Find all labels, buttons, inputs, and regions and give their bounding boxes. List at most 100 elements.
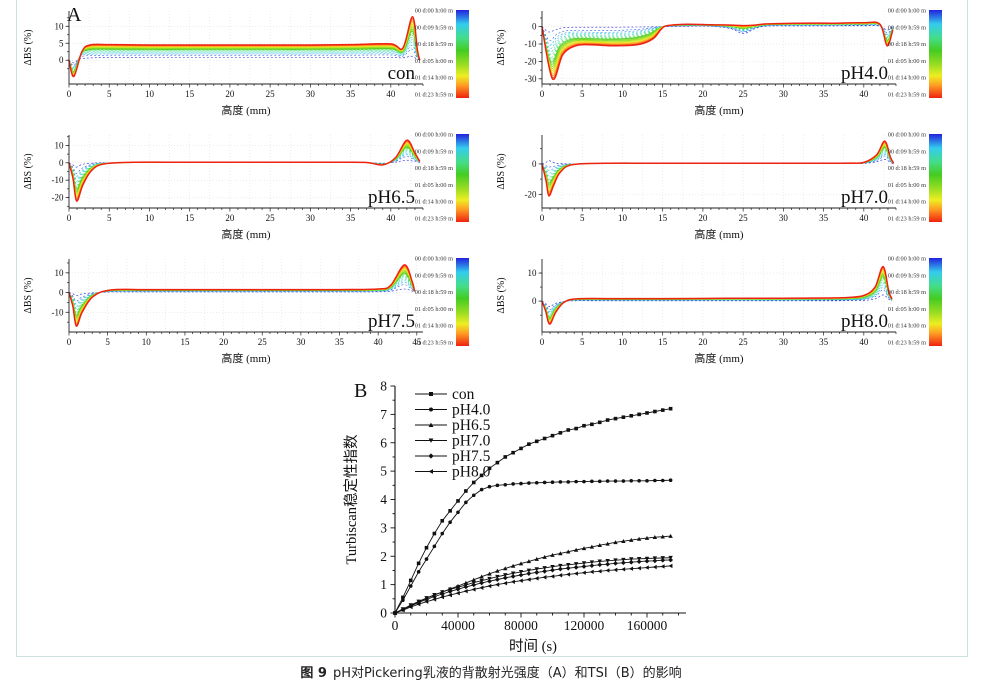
x-tick-label: 5 <box>580 89 585 99</box>
x-tick-label: 20 <box>698 213 708 223</box>
marker-triangle-down <box>495 574 500 579</box>
chart-ph75: 0 5 10 15 20 25 30 35 40 45 10 0 -10 高度 (mm) ΔBS (%) pH… <box>23 256 469 365</box>
marker-triangle-up <box>613 540 618 545</box>
marker-triangle-left <box>566 572 571 577</box>
marker-diamond <box>526 571 532 576</box>
ticks <box>390 385 679 618</box>
marker-triangle-up <box>636 536 642 541</box>
colorbar-time-label: 00 d:09 h:59 m <box>415 24 453 31</box>
series-markers-pH7.5 <box>392 557 674 616</box>
x-tick-label: 0 <box>67 213 72 223</box>
x-tick-label: 0 <box>540 213 545 223</box>
marker-diamond <box>550 567 555 573</box>
y-tick-label: 1 <box>380 577 387 592</box>
x-axis-label: 高度 (mm) <box>221 103 271 117</box>
marker-diamond <box>510 573 516 579</box>
y-tick-label: 0 <box>380 606 387 621</box>
colorbar-time-label: 01 d:14 h:00 m <box>888 323 926 330</box>
x-tick-label: 15 <box>185 213 195 223</box>
x-tick-label: 40 <box>386 213 396 223</box>
marker-square <box>416 561 421 566</box>
marker-triangle-down <box>581 561 587 566</box>
panel-title: pH7.5 <box>368 311 415 332</box>
x-tick-label: 0 <box>540 337 545 347</box>
marker-triangle-left <box>652 564 657 570</box>
colorbar-time-label: 00 d:18 h:59 m <box>415 289 453 296</box>
colorbar-time-label: 01 d:05 h:00 m <box>415 182 453 189</box>
legend-label: con <box>452 386 475 403</box>
colorbar-time-label: 00 d:00 h:00 m <box>415 256 453 263</box>
x-tick-label: 5 <box>580 213 585 223</box>
marker-circle <box>558 480 563 484</box>
marker-triangle-left <box>471 587 476 592</box>
colorbar-time-label: 01 d:23 h:59 m <box>888 92 926 99</box>
marker-triangle-left <box>518 578 523 583</box>
y-tick-label: -20 <box>52 193 64 203</box>
tsi-series <box>392 406 674 616</box>
section-a-label: A <box>67 4 82 26</box>
marker-diamond <box>668 557 674 563</box>
marker-circle <box>582 479 586 484</box>
marker-triangle-down <box>621 557 626 562</box>
marker-triangle-left <box>455 590 460 596</box>
marker-triangle-left <box>424 599 429 604</box>
marker-circle <box>519 481 523 486</box>
colorbar-time-label: 00 d:00 h:00 m <box>415 8 453 15</box>
colorbar-time-label: 00 d:18 h:59 m <box>415 41 453 48</box>
marker-triangle-left <box>447 592 452 598</box>
marker-triangle-left <box>573 571 578 576</box>
y-tick-label: 7 <box>380 407 387 422</box>
marker-diamond <box>439 591 445 597</box>
marker-circle <box>487 484 492 489</box>
y-axis-label: Turbiscan稳定性指数 <box>343 434 360 564</box>
series-markers-pH4.0 <box>393 478 673 615</box>
scan-curves <box>68 139 421 202</box>
y-tick-label: -30 <box>525 74 537 84</box>
marker-triangle-left <box>400 607 405 613</box>
colorbar-time-label: 01 d:05 h:00 m <box>888 306 926 313</box>
ticks <box>65 136 424 212</box>
marker-circle <box>495 483 500 488</box>
series-markers-pH8.0 <box>392 563 673 616</box>
marker-square <box>582 423 586 428</box>
panel-title: pH8.0 <box>841 311 888 332</box>
marker-triangle-left <box>636 565 641 571</box>
marker-circle <box>637 478 641 483</box>
marker-square <box>440 518 445 523</box>
x-tick-label: 120000 <box>564 618 605 633</box>
x-axis-label: 高度 (mm) <box>694 351 744 365</box>
y-tick-label: 5 <box>59 38 64 48</box>
marker-triangle-left <box>510 579 515 584</box>
x-tick-label: 20 <box>225 213 235 223</box>
colorbar-time-label: 01 d:05 h:00 m <box>888 182 926 189</box>
marker-circle <box>440 531 445 536</box>
marker-triangle-left <box>503 581 508 586</box>
x-tick-label: 35 <box>346 89 356 99</box>
x-tick-label: 35 <box>346 213 356 223</box>
marker-triangle-left <box>668 563 673 569</box>
marker-triangle-left <box>581 570 586 575</box>
ticks <box>538 148 897 212</box>
panel-ph65: 0 5 10 15 20 25 30 35 40 10 0 -10 -20 高度 (mm) ΔBS (%) p… <box>19 128 492 252</box>
marker-triangle-left <box>408 604 413 610</box>
figure-caption: 图 9 pH对Pickering乳液的背散射光强度（A）和TSI（B）的影响 <box>0 662 982 681</box>
marker-triangle-down <box>636 557 642 562</box>
y-axis-label: ΔBS (%) <box>23 29 34 65</box>
time-colorbar: 00 d:00 h:00 m 00 d:09 h:59 m 00 d:18 h:59… <box>888 132 942 223</box>
x-tick-label: 20 <box>219 337 229 347</box>
x-tick-label: 25 <box>258 337 268 347</box>
marker-square <box>597 420 602 425</box>
chart-tsi: 0 1 2 3 4 5 6 7 8 0 40000 80000 120000 160000 时间 (s) Tu… <box>343 379 686 655</box>
colorbar-time-label: 01 d:23 h:59 m <box>415 92 453 99</box>
colorbar-time-label: 01 d:23 h:59 m <box>415 216 453 223</box>
marker-circle <box>511 482 515 486</box>
panel-ph70: 0 5 10 15 20 25 30 35 40 0 -20 高度 (mm) ΔBS (%) pH7.0 0… <box>492 128 965 252</box>
panel-title: pH4.0 <box>841 63 888 84</box>
marker-square <box>429 392 433 396</box>
marker-triangle-left <box>613 567 618 573</box>
marker-circle <box>429 407 433 412</box>
y-tick-label: 2 <box>380 549 387 564</box>
